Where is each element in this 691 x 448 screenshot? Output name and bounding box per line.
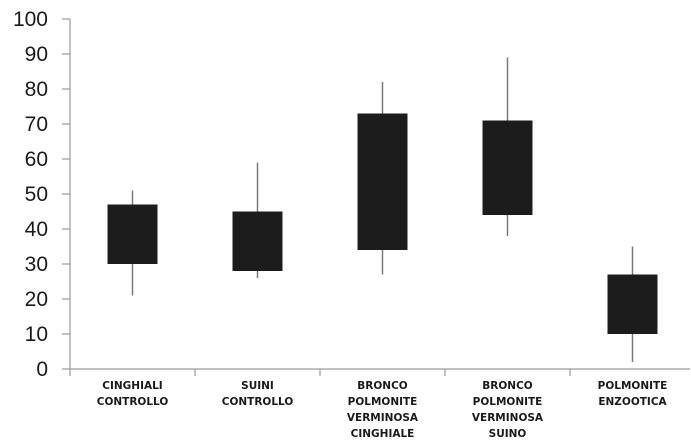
y-tick-label: 40 bbox=[25, 218, 48, 241]
category-label-line: POLMONITE bbox=[598, 380, 668, 392]
y-tick-label: 10 bbox=[25, 323, 48, 346]
category-label-line: VERMINOSA bbox=[347, 412, 419, 424]
x-axis bbox=[69, 368, 690, 376]
box bbox=[107, 204, 158, 264]
category-label-line: CONTROLLO bbox=[222, 396, 294, 408]
y-tick-label: 100 bbox=[13, 8, 48, 31]
box bbox=[357, 113, 408, 250]
category-label-line: VERMINOSA bbox=[472, 412, 544, 424]
category-label-line: CINGHIALI bbox=[102, 380, 162, 392]
category-label-line: CONTROLLO bbox=[97, 396, 169, 408]
y-tick-label: 50 bbox=[25, 183, 48, 206]
category-label-line: SUINI bbox=[241, 380, 274, 392]
category-label-line: BRONCO bbox=[357, 380, 408, 392]
y-tick-label: 80 bbox=[25, 78, 48, 101]
category-label-line: ENZOOTICA bbox=[598, 396, 667, 408]
category-labels: CINGHIALI CONTROLLO SUINI CONTROLLO BRONCO PO… bbox=[97, 380, 668, 440]
box bbox=[482, 120, 533, 215]
y-tick-label: 70 bbox=[25, 113, 48, 136]
y-tick-label: 60 bbox=[25, 148, 48, 171]
y-tick-label: 90 bbox=[25, 43, 48, 66]
boxes bbox=[107, 57, 658, 362]
box bbox=[607, 274, 658, 334]
y-tick-label: 20 bbox=[25, 288, 48, 311]
category-label-line: POLMONITE bbox=[348, 396, 418, 408]
y-tick-label: 30 bbox=[25, 253, 48, 276]
y-axis: 0 10 20 30 40 50 60 70 80 90 100 bbox=[13, 8, 71, 381]
category-label-line: CINGHIALE bbox=[351, 428, 415, 440]
box bbox=[232, 211, 283, 271]
category-label-line: BRONCO bbox=[482, 380, 533, 392]
category-label-line: SUINO bbox=[489, 428, 527, 440]
category-label-line: POLMONITE bbox=[473, 396, 543, 408]
y-tick-label: 0 bbox=[36, 358, 48, 381]
